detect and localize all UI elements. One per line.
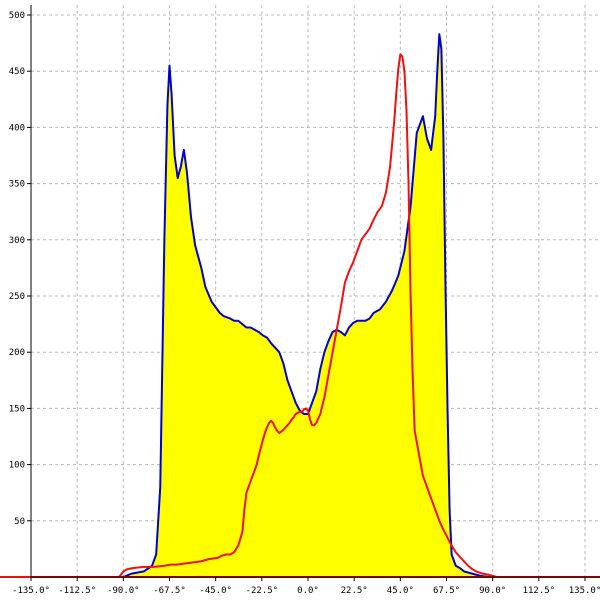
y-tick-label: 400 bbox=[9, 123, 25, 133]
y-tick-label: 200 bbox=[9, 348, 25, 358]
y-tick-label: 250 bbox=[9, 292, 25, 302]
y-tick-label: 100 bbox=[9, 461, 25, 471]
y-tick-label: 500 bbox=[9, 11, 25, 21]
x-tick-label: 22.5° bbox=[341, 586, 368, 596]
y-tick-label: 150 bbox=[9, 404, 25, 414]
y-tick-label: 450 bbox=[9, 67, 25, 77]
series-2-line bbox=[31, 53, 585, 578]
x-tick-label: 0.0° bbox=[297, 586, 319, 596]
series-1-area bbox=[123, 34, 493, 577]
x-tick-label: 67.5° bbox=[433, 586, 460, 596]
x-tick-label: 112.5° bbox=[523, 586, 556, 596]
x-tick-label: -112.5° bbox=[58, 586, 96, 596]
series-layer bbox=[0, 33, 600, 578]
y-tick-label: 350 bbox=[9, 180, 25, 190]
x-axis-ticks: -135.0° -112.5° -90.0° -67.5° -45.0° -22.5° 0.… bbox=[12, 577, 600, 596]
x-tick-label: -45.0° bbox=[199, 586, 232, 596]
x-tick-label: -90.0° bbox=[107, 586, 140, 596]
y-tick-label: 50 bbox=[14, 517, 25, 527]
x-tick-label: -22.5° bbox=[246, 586, 279, 596]
x-tick-label: 135.0° bbox=[569, 586, 600, 596]
x-tick-label: -135.0° bbox=[12, 586, 50, 596]
y-axis-ticks: 50 100 150 200 250 300 350 400 450 500 bbox=[9, 11, 31, 527]
y-tick-label: 300 bbox=[9, 236, 25, 246]
x-tick-label: 90.0° bbox=[479, 586, 506, 596]
x-tick-label: -67.5° bbox=[153, 586, 186, 596]
x-tick-label: 45.0° bbox=[387, 586, 414, 596]
series-1-line bbox=[122, 33, 493, 578]
